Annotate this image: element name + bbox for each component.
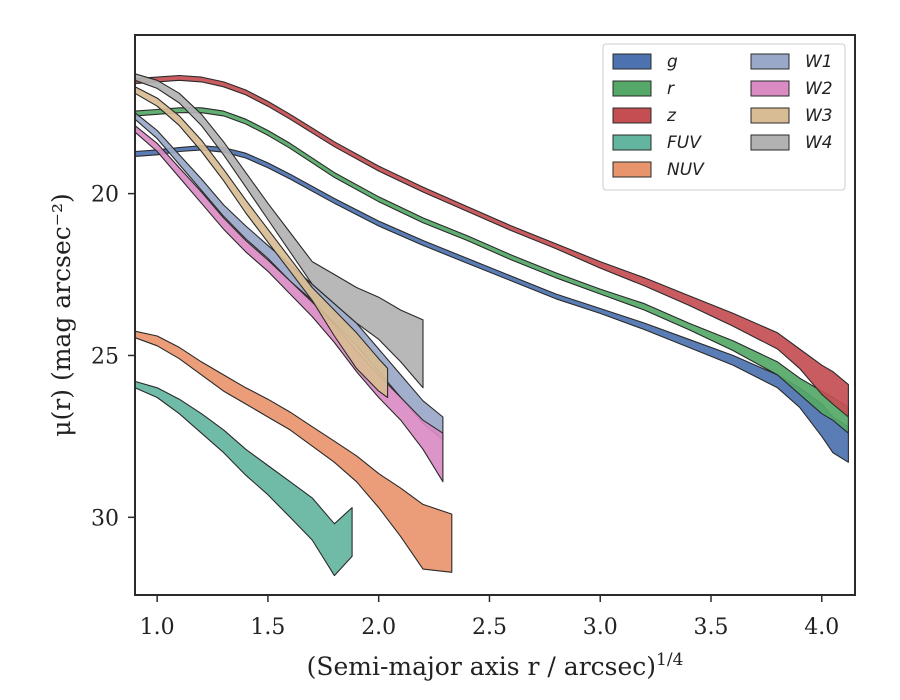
x-tick-label: 4.0	[804, 615, 839, 640]
legend-swatch-fuv	[612, 134, 652, 151]
band-w2	[134, 125, 444, 483]
legend-label-w2: W2	[805, 79, 833, 99]
y-axis-label: μ(r) (mag arcsec⁻²)	[47, 193, 76, 436]
legend-label-r: r	[667, 79, 675, 99]
y-axis-ticks: 20 25 30	[91, 183, 135, 531]
legend-swatch-g	[612, 53, 652, 70]
legend-swatch-nuv	[612, 161, 652, 178]
legend-label-nuv: NUV	[667, 160, 705, 180]
x-tick-label: 3.0	[583, 615, 618, 640]
y-tick-label: 30	[91, 506, 119, 531]
legend-swatch-w1	[750, 53, 790, 70]
legend-label-z: z	[666, 106, 677, 126]
legend-swatch-w4	[750, 134, 790, 151]
x-axis-label-exponent: 1/4	[656, 650, 683, 670]
x-axis-ticks: 1.0 1.5 2.0 2.5 3.0 3.5 4.0	[140, 595, 839, 640]
legend-swatch-w3	[750, 107, 790, 124]
y-tick-label: 25	[91, 344, 119, 369]
y-tick-label: 20	[91, 183, 119, 208]
legend-label-g: g	[667, 52, 678, 72]
x-tick-label: 1.0	[140, 615, 175, 640]
band-w3	[134, 86, 389, 399]
band-fuv	[134, 380, 353, 577]
x-axis-label-text: (Semi-major axis r / arcsec)	[307, 652, 656, 681]
legend-label-fuv: FUV	[667, 133, 702, 153]
x-axis-label: (Semi-major axis r / arcsec)1/4	[307, 650, 684, 681]
legend-label-w3: W3	[805, 106, 833, 126]
legend-label-w4: W4	[805, 133, 833, 153]
band-w4	[134, 73, 424, 389]
legend: grz FUV NUV W1 W2 W3 W4	[602, 43, 846, 191]
band-z	[134, 74, 849, 418]
legend-label-w1: W1	[805, 52, 833, 72]
band-nuv	[134, 330, 453, 573]
x-tick-label: 3.5	[694, 615, 729, 640]
legend-swatch-r	[612, 80, 652, 97]
band-r	[134, 107, 849, 434]
x-tick-label: 2.0	[361, 615, 396, 640]
band-g	[134, 145, 849, 463]
x-tick-label: 2.5	[472, 615, 507, 640]
plot-frame	[134, 34, 856, 596]
legend-swatch-z	[612, 107, 652, 124]
profile-bands	[134, 73, 849, 577]
x-tick-label: 1.5	[250, 615, 285, 640]
legend-swatch-w2	[750, 80, 790, 97]
